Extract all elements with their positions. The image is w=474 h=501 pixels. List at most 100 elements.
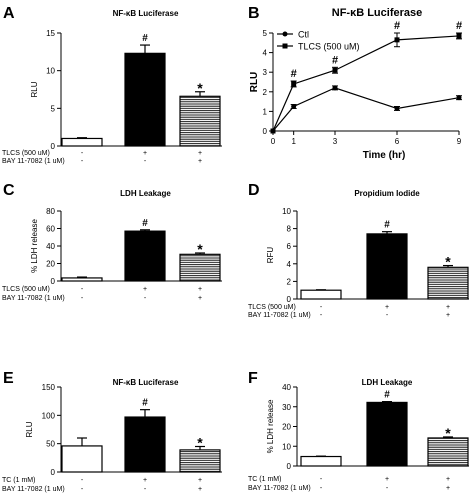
data-point	[291, 81, 297, 87]
significance-marker: #	[142, 398, 148, 409]
treatment-sign: -	[81, 477, 84, 484]
panel-title: NF-κB Luciferase	[113, 9, 179, 18]
treatment-sign: -	[81, 158, 84, 165]
y-axis-label: RLU	[25, 421, 34, 437]
treatment-sign: -	[81, 486, 84, 493]
y-axis-label: RLU	[30, 81, 39, 97]
y-tick-label: 30	[282, 403, 291, 412]
panel-title: NF-κB Luciferase	[332, 7, 423, 19]
x-tick-label: 3	[333, 137, 338, 146]
y-tick-label: 0	[51, 277, 56, 286]
significance-marker: #	[142, 218, 148, 229]
panel-letter: A	[3, 5, 15, 22]
treatment-sign: -	[320, 304, 323, 311]
data-point	[394, 105, 400, 111]
y-tick-label: 4	[287, 260, 292, 269]
panel-e: E NF-κB Luciferase 0 50 100 150 RLU # * TC (1 mM)…	[2, 370, 222, 493]
y-tick-label: 20	[46, 260, 55, 269]
treatment-sign: +	[198, 286, 202, 293]
y-axis-label: % LDH release	[30, 219, 39, 273]
y-tick-label: 40	[282, 383, 291, 392]
panel-title: Propidium Iodide	[354, 189, 420, 198]
data-point	[456, 95, 462, 101]
data-point	[291, 104, 297, 109]
bar	[124, 416, 166, 473]
x-tick-label: 0	[271, 137, 276, 146]
y-tick-label: 0	[263, 127, 268, 136]
bar	[124, 230, 166, 282]
y-tick-label: 80	[46, 207, 55, 216]
y-tick-label: 2	[287, 277, 292, 286]
treatment-label: BAY 11-7082 (1 uM)	[2, 486, 65, 493]
legend-label: Ctl	[298, 30, 309, 40]
y-tick-label: 0	[287, 295, 292, 304]
treatment-sign: -	[320, 312, 323, 319]
x-tick-label: 1	[291, 137, 296, 146]
y-tick-label: 40	[46, 242, 55, 251]
x-tick-label: 9	[457, 137, 462, 146]
treatment-sign: +	[143, 286, 147, 293]
treatment-sign: -	[386, 485, 389, 492]
treatment-sign: +	[385, 476, 389, 483]
treatment-sign: +	[198, 486, 202, 493]
treatment-label: BAY 11-7082 (1 uM)	[2, 158, 65, 165]
significance-marker: #	[384, 390, 390, 401]
treatment-sign: +	[446, 312, 450, 319]
y-tick-label: 50	[46, 440, 55, 449]
treatment-sign: -	[386, 312, 389, 319]
significance-marker: *	[445, 254, 451, 270]
series-line	[272, 87, 460, 132]
bar	[124, 52, 166, 147]
significance-marker: #	[332, 54, 338, 66]
y-axis-label: RLU	[249, 72, 260, 93]
bar	[366, 401, 408, 467]
y-tick-label: 10	[46, 67, 55, 76]
legend-swatch-marker	[282, 31, 288, 37]
y-tick-label: 0	[51, 468, 56, 477]
treatment-label: BAY 11-7082 (1 uM)	[248, 485, 311, 492]
treatment-sign: +	[198, 477, 202, 484]
treatment-sign: -	[144, 158, 147, 165]
treatment-sign: -	[81, 286, 84, 293]
x-axis-label: Time (hr)	[363, 150, 406, 161]
treatment-sign: +	[143, 150, 147, 157]
treatment-sign: +	[198, 158, 202, 165]
legend-label: TLCS (500 uM)	[298, 42, 360, 52]
bar	[300, 289, 342, 300]
y-tick-label: 150	[42, 383, 56, 392]
y-tick-label: 10	[282, 207, 291, 216]
panel-letter: F	[248, 370, 258, 387]
treatment-sign: -	[320, 485, 323, 492]
treatment-sign: +	[385, 304, 389, 311]
y-tick-label: 15	[46, 29, 55, 38]
treatment-label: BAY 11-7082 (1 uM)	[2, 295, 65, 302]
panel-c: C LDH Leakage 0 20 40 60 80 % LDH release # * TLCS…	[2, 182, 222, 302]
treatment-sign: -	[81, 295, 84, 302]
y-tick-label: 3	[263, 68, 268, 77]
bar	[427, 266, 469, 300]
bar	[427, 437, 469, 467]
y-tick-label: 1	[263, 107, 268, 116]
y-tick-label: 0	[287, 462, 292, 471]
y-axis-label: RFU	[266, 247, 275, 264]
bar	[179, 95, 221, 147]
significance-marker: *	[445, 425, 451, 441]
y-tick-label: 20	[282, 423, 291, 432]
treatment-sign: +	[446, 485, 450, 492]
treatment-sign: -	[144, 486, 147, 493]
treatment-sign: +	[198, 295, 202, 302]
panel-letter: E	[3, 370, 14, 387]
significance-marker: *	[197, 241, 203, 257]
bar	[179, 253, 221, 282]
significance-marker: #	[456, 20, 462, 32]
data-point	[394, 37, 400, 43]
y-tick-label: 6	[287, 242, 292, 251]
panel-f: F LDH Leakage 0 10 20 30 40 % LDH release # * TC (…	[248, 370, 469, 492]
y-tick-label: 10	[282, 442, 291, 451]
panel-letter: D	[248, 182, 260, 199]
treatment-label: TC (1 mM)	[248, 476, 281, 483]
panel-b: B NF-κB Luciferase 0 1 2 3 4 5 RLU 0 1 3 6 9 Time (hr)…	[248, 5, 462, 161]
data-point	[270, 128, 276, 134]
data-point	[332, 85, 338, 91]
